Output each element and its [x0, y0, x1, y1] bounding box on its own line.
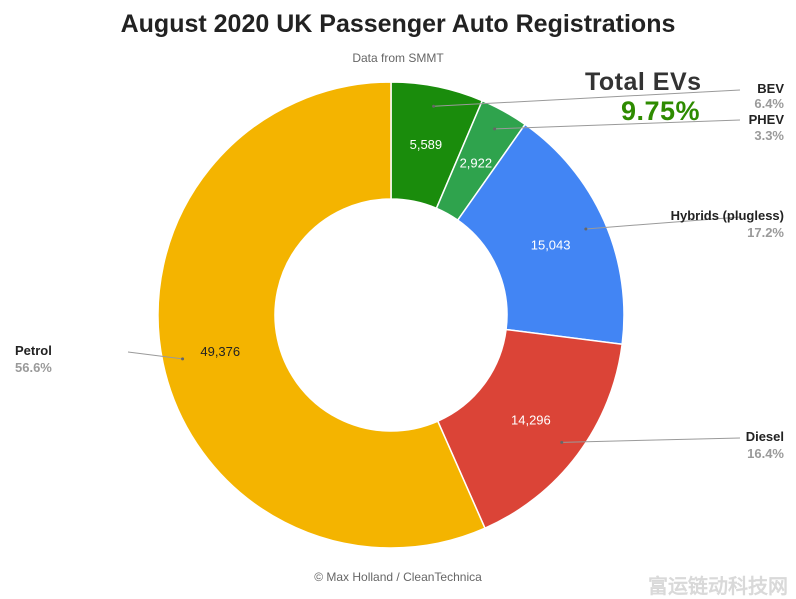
- leader-line-bev: [433, 89, 741, 107]
- slice-percent-hybrids: 17.2%: [747, 225, 784, 240]
- donut-slice-hybrids: [456, 123, 625, 346]
- leader-dot-petrol: [181, 357, 185, 361]
- total-evs-title: Total EVs: [585, 68, 702, 96]
- slice-percent-phev: 3.3%: [754, 128, 784, 143]
- slice-label-hybrids: Hybrids (plugless): [670, 208, 784, 223]
- chart-title: August 2020 UK Passenger Auto Registrati…: [120, 10, 676, 38]
- watermark: 富运链动科技网: [648, 574, 788, 598]
- donut-slice-petrol: [157, 81, 486, 549]
- slice-percent-petrol: 56.6%: [15, 360, 52, 375]
- slice-value-bev: 5,589: [410, 137, 443, 152]
- leader-line-diesel: [561, 437, 741, 443]
- chart-credit: © Max Holland / CleanTechnica: [314, 570, 482, 584]
- leader-line-phev: [494, 119, 741, 130]
- total-evs-value: 9.75%: [621, 96, 701, 126]
- slice-percent-diesel: 16.4%: [747, 446, 784, 461]
- slice-label-petrol: Petrol: [15, 343, 52, 358]
- slice-value-phev: 2,922: [460, 156, 493, 171]
- slice-label-phev: PHEV: [748, 112, 784, 127]
- slice-value-hybrids: 15,043: [531, 237, 571, 252]
- slice-label-bev: BEV: [757, 81, 784, 96]
- leader-line-hybrids: [585, 216, 741, 230]
- slice-value-diesel: 14,296: [511, 412, 551, 427]
- slice-percent-bev: 6.4%: [754, 96, 784, 111]
- leader-dot-hybrids: [584, 227, 588, 231]
- leader-line-petrol: [127, 351, 183, 360]
- chart-subtitle: Data from SMMT: [352, 51, 444, 65]
- leader-dot-bev: [432, 104, 436, 108]
- leader-dot-diesel: [560, 440, 564, 444]
- leader-dot-phev: [493, 127, 497, 131]
- slice-value-petrol: 49,376: [200, 344, 240, 359]
- slice-label-diesel: Diesel: [745, 429, 784, 444]
- donut-slice-diesel: [436, 328, 623, 530]
